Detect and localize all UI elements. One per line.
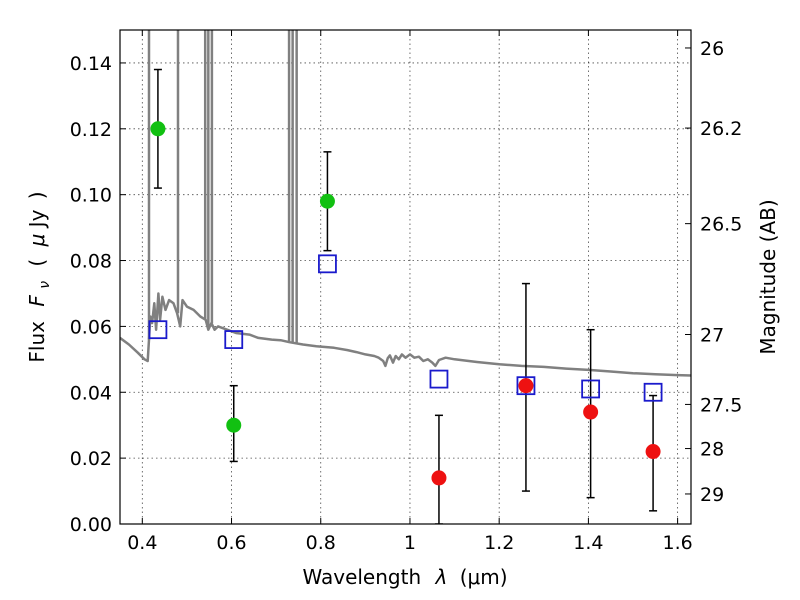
y-tick-label: 0.10 [70, 185, 112, 207]
data-points [148, 68, 663, 524]
x-tick-label: 0.4 [127, 532, 157, 554]
y-axis-title: Flux F ν ( μ Jy ) [25, 191, 54, 362]
x-axis-title-symbol: λ [435, 565, 448, 589]
plot-frame [119, 29, 692, 525]
x-tick-label: 0.8 [306, 532, 336, 554]
y-axis-title-symbol: F [25, 295, 49, 307]
data-point [431, 470, 447, 486]
y-tick-label: 0.00 [70, 514, 112, 536]
y-tick-label: 0.12 [70, 119, 112, 141]
y-tick-label: 0.02 [70, 448, 112, 470]
y2-tick-label: 26.2 [700, 118, 742, 140]
grid-layer [120, 30, 691, 524]
y-tick-label: 0.08 [70, 251, 112, 273]
x-tick-label: 1.6 [663, 532, 693, 554]
y-tick-label: 0.14 [70, 53, 112, 75]
y2-tick-label: 26.5 [700, 214, 742, 236]
model-flux-square [429, 369, 449, 389]
y-tick-label: 0.04 [70, 382, 112, 404]
model-flux-square [516, 376, 536, 396]
y-axis-title-unit-mu: μ [25, 234, 49, 248]
data-point [518, 378, 534, 394]
y2-tick-label: 28 [700, 439, 724, 461]
plot-area [120, 30, 691, 524]
x-tick-label: 1.2 [484, 532, 514, 554]
sed-line [120, 292, 691, 377]
y-axis-title-text: Flux [25, 321, 49, 363]
data-point [583, 404, 599, 420]
y2-tick-label: 29 [700, 484, 724, 506]
model-flux-square [224, 330, 244, 349]
x-axis-title: Wavelength λ (μm) [302, 565, 507, 589]
y-axis-title-unit-rest: Jy [25, 209, 49, 229]
ticks: 0.4 0.6 0.8 1 1.2 1.4 1.6 0.00 0.02 0.04 0.06 0.08 0… [70, 30, 742, 554]
model-flux-square [643, 382, 663, 402]
model-flux-square [148, 320, 168, 340]
model-flux-square [318, 254, 337, 274]
y-axis-title-paren-close: ) [25, 191, 49, 199]
data-point [226, 417, 242, 433]
sed-model-curve [120, 30, 691, 377]
x-tick-label: 1.4 [573, 532, 603, 554]
x-axis-title-unit: (μm) [460, 565, 508, 589]
y2-tick-label: 27.5 [700, 394, 742, 416]
model-flux-square [581, 379, 601, 399]
y2-tick-label: 27 [700, 324, 724, 346]
data-point [150, 121, 166, 137]
x-tick-label: 0.6 [216, 532, 246, 554]
y-tick-label: 0.06 [70, 316, 112, 338]
y2-tick-label: 26 [700, 38, 724, 60]
y-axis-title-subscript: ν [37, 281, 53, 289]
y-axis-title-paren-open: ( [25, 259, 49, 267]
y2-axis-title: Magnitude (AB) [756, 199, 780, 354]
x-tick-label: 1 [404, 532, 416, 554]
data-point [645, 444, 661, 460]
data-point [319, 193, 335, 209]
x-axis-title-text: Wavelength [302, 565, 421, 589]
